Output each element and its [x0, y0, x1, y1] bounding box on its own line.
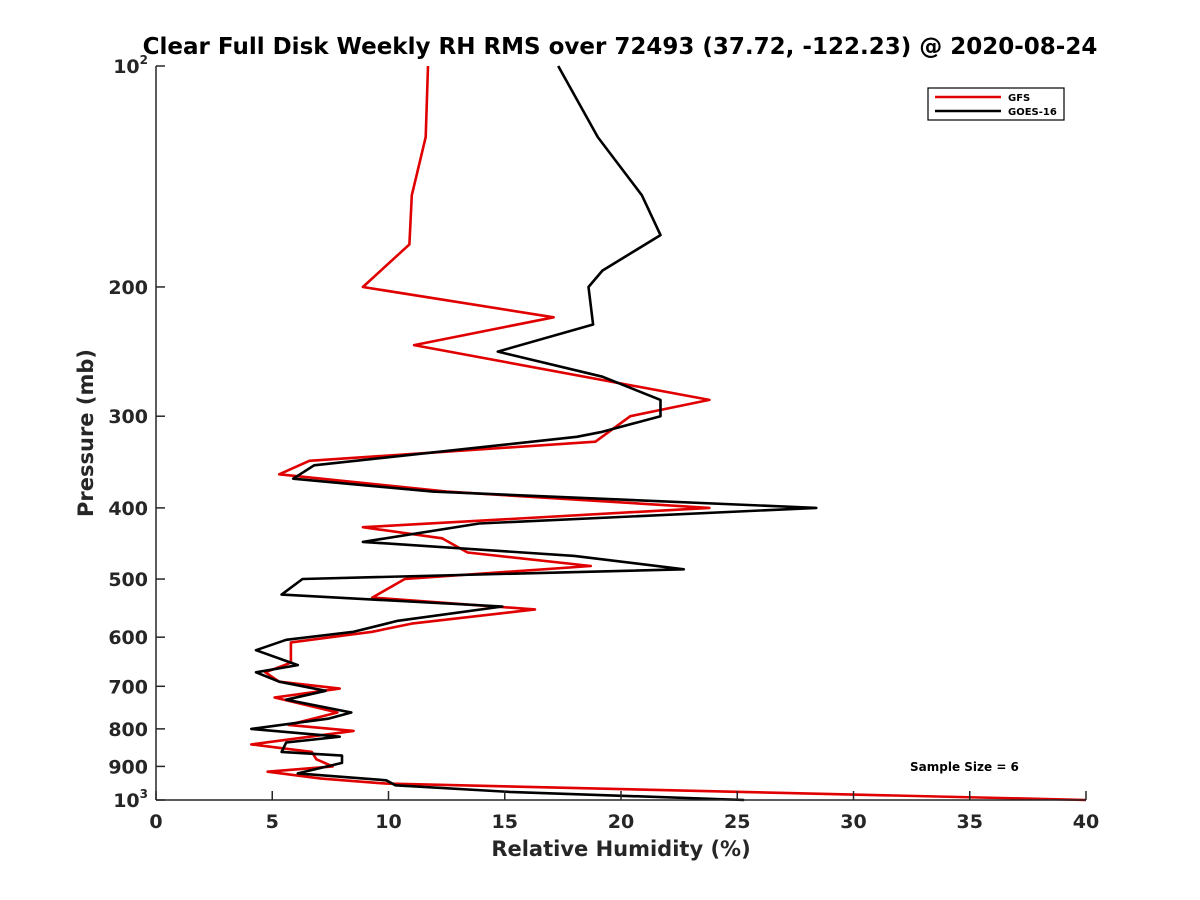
x-tick-label: 35 [957, 811, 983, 833]
axes [155, 66, 1086, 801]
y-ticks: 102 200 300 400 500 600 700 800 900 103 [108, 53, 165, 812]
y-tick-label: 102 [113, 53, 148, 78]
y-tick-label: 800 [108, 719, 148, 741]
series-line-gfs [250, 65, 1087, 802]
x-ticks: 0 5 10 15 20 25 30 35 40 [149, 791, 1099, 833]
y-axis-label: Pressure (mb) [74, 349, 98, 517]
legend-box [927, 87, 1065, 121]
y-tick-label: 700 [108, 676, 148, 698]
y-tick-label: 500 [108, 569, 148, 591]
x-axis-label: Relative Humidity (%) [491, 837, 750, 861]
y-tick-label: 200 [108, 277, 148, 299]
x-tick-label: 5 [266, 811, 279, 833]
series-layer [250, 65, 1087, 802]
sample-size-annotation: Sample Size = 6 [910, 760, 1019, 774]
series-line-goes16 [250, 65, 818, 802]
legend-label-goes16: GOES-16 [1008, 107, 1057, 118]
y-tick-label: 900 [108, 756, 148, 778]
y-tick-label: 600 [108, 627, 148, 649]
x-tick-label: 20 [608, 811, 634, 833]
legend-label-gfs: GFS [1008, 93, 1030, 104]
x-tick-label: 25 [724, 811, 750, 833]
legend: GFS GOES-16 [927, 87, 1065, 121]
y-tick-label: 300 [108, 406, 148, 428]
x-tick-label: 40 [1073, 811, 1099, 833]
x-tick-label: 10 [375, 811, 401, 833]
x-tick-label: 0 [149, 811, 162, 833]
y-tick-label: 400 [108, 498, 148, 520]
x-tick-label: 30 [840, 811, 866, 833]
y-tick-label: 103 [113, 787, 148, 812]
chart-title: Clear Full Disk Weekly RH RMS over 72493… [143, 34, 1098, 60]
x-tick-label: 15 [492, 811, 518, 833]
